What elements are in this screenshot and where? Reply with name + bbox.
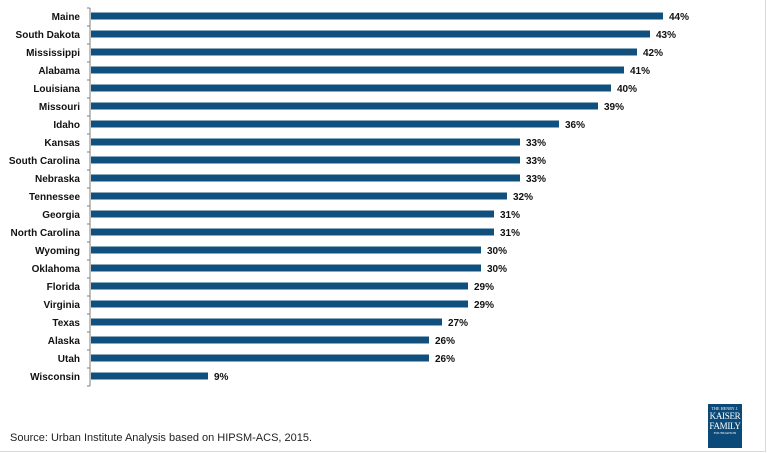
data-label: 33% [526, 174, 546, 185]
bar [91, 84, 611, 92]
bar [91, 174, 520, 182]
bar [91, 354, 429, 362]
bar-chart: Maine 44% South Dakota 43% Mississippi 42% Ala… [9, 7, 689, 387]
bar [91, 120, 559, 128]
category-label: Wyoming [35, 246, 80, 257]
category-label: Virginia [44, 300, 81, 311]
bar [91, 192, 507, 200]
bar [91, 300, 468, 308]
data-label: 9% [214, 372, 229, 383]
data-label: 30% [487, 246, 507, 257]
category-label: Texas [52, 318, 80, 329]
bar [91, 102, 598, 110]
bar [91, 246, 481, 254]
data-label: 27% [448, 318, 468, 329]
data-label: 40% [617, 84, 637, 95]
category-label: Idaho [53, 120, 80, 131]
category-label: North Carolina [11, 228, 81, 239]
category-label: Alabama [38, 66, 80, 77]
data-label: 33% [526, 138, 546, 149]
data-label: 31% [500, 228, 520, 239]
data-label: 39% [604, 102, 624, 113]
category-label: Utah [58, 354, 80, 365]
kff-logo: THE HENRY J. KAISER FAMILY FOUNDATION [708, 404, 742, 448]
category-label: Oklahoma [32, 264, 81, 275]
bar [91, 66, 624, 74]
bar [91, 264, 481, 272]
bar [91, 48, 637, 56]
category-label: Alaska [48, 336, 81, 347]
bar [91, 318, 442, 326]
category-label: South Carolina [9, 156, 81, 167]
bar [91, 156, 520, 164]
data-label: 42% [643, 48, 663, 59]
bar [91, 372, 208, 380]
bar [91, 336, 429, 344]
data-label: 29% [474, 282, 494, 293]
data-label: 26% [435, 336, 455, 347]
category-label: Florida [47, 282, 81, 293]
data-label: 32% [513, 192, 533, 203]
data-label: 43% [656, 30, 676, 41]
bar [91, 30, 650, 38]
category-label: Wisconsin [30, 372, 80, 383]
category-label: Louisiana [33, 84, 80, 95]
bar [91, 12, 663, 20]
data-label: 29% [474, 300, 494, 311]
category-label: Missouri [39, 102, 80, 113]
data-label: 41% [630, 66, 650, 77]
category-label: Tennessee [29, 192, 80, 203]
category-label: Mississippi [26, 48, 80, 59]
data-label: 31% [500, 210, 520, 221]
source-note: Source: Urban Institute Analysis based o… [10, 432, 313, 444]
data-label: 33% [526, 156, 546, 167]
category-label: Nebraska [35, 174, 80, 185]
bar [91, 210, 494, 218]
category-label: Georgia [42, 210, 80, 221]
data-label: 44% [669, 12, 689, 23]
data-label: 36% [565, 120, 585, 131]
category-label: Maine [52, 12, 81, 23]
bar [91, 228, 494, 236]
data-label: 30% [487, 264, 507, 275]
category-label: South Dakota [16, 30, 81, 41]
bar [91, 138, 520, 146]
bar [91, 282, 468, 290]
data-label: 26% [435, 354, 455, 365]
category-label: Kansas [44, 138, 80, 149]
